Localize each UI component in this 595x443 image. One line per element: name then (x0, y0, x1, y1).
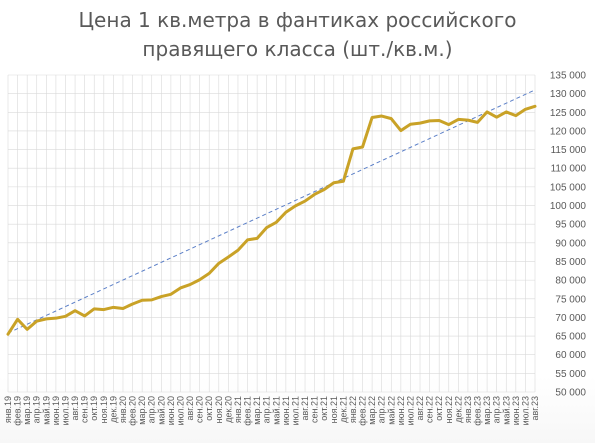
y-tick-label: 115 000 (551, 145, 587, 156)
x-tick-label: июн.19 (51, 396, 61, 425)
x-tick-label: сен.19 (80, 396, 90, 423)
y-tick-label: 50 000 (555, 388, 586, 399)
x-tick-label: окт.21 (319, 396, 329, 421)
x-tick-label: июн.20 (166, 396, 176, 425)
x-tick-label: фев.20 (128, 396, 138, 426)
y-tick-label: 105 000 (550, 182, 587, 193)
y-tick-label: 110 000 (551, 164, 587, 175)
x-tick-label: янв.23 (463, 396, 473, 423)
price-series-line (6, 104, 537, 336)
x-tick-label: сен.20 (195, 396, 205, 423)
x-tick-label: авг.19 (70, 396, 80, 420)
x-tick-label: мар.20 (137, 396, 147, 425)
x-tick-label: окт.22 (434, 396, 444, 421)
x-tick-label: авг.20 (185, 396, 195, 420)
x-tick-label: май.21 (271, 396, 281, 425)
x-tick-label: янв.19 (3, 396, 13, 423)
x-tick-label: дек.20 (223, 396, 233, 423)
y-tick-label: 65 000 (555, 332, 586, 343)
x-tick-label: мар.21 (252, 396, 262, 425)
x-tick-label: мар.19 (22, 396, 32, 425)
y-tick-label: 55 000 (555, 369, 586, 380)
x-tick-label: апр.22 (377, 396, 387, 423)
x-tick-label: ноя.19 (99, 396, 109, 423)
y-tick-label: 130 000 (550, 89, 587, 100)
x-tick-label: авг.22 (415, 396, 425, 420)
x-tick-label: июл.23 (520, 396, 530, 425)
x-tick-label: апр.23 (492, 396, 502, 423)
x-tick-label: фев.21 (243, 396, 253, 426)
x-tick-label: мар.23 (482, 396, 492, 425)
x-tick-label: окт.20 (204, 396, 214, 421)
y-tick-label: 125 000 (550, 108, 587, 119)
chart-title-line-1: Цена 1 кв.метра в фантиках российского (78, 8, 517, 32)
x-tick-label: июл.21 (290, 396, 300, 425)
x-tick-label: май.20 (156, 396, 166, 425)
x-tick-label: мар.22 (367, 396, 377, 425)
x-tick-label: май.22 (386, 396, 396, 425)
x-tick-label: янв.21 (233, 396, 243, 423)
x-tick-label: окт.19 (89, 396, 99, 421)
x-tick-label: фев.19 (13, 396, 23, 426)
x-tick-label: сен.22 (425, 396, 435, 423)
x-tick-label: июн.23 (511, 396, 521, 425)
y-tick-label: 135 000 (550, 71, 587, 82)
x-tick-label: апр.20 (147, 396, 157, 423)
x-tick-label: апр.21 (262, 396, 272, 423)
x-tick-label: дек.21 (338, 396, 348, 423)
x-tick-label: май.23 (501, 396, 511, 425)
x-tick-label: июл.19 (60, 396, 70, 425)
x-tick-label: июл.20 (175, 396, 185, 425)
y-tick-label: 85 000 (555, 257, 586, 268)
x-tick-label: авг.23 (530, 396, 540, 420)
y-tick-label: 80 000 (555, 276, 586, 287)
x-tick-label: янв.20 (118, 396, 128, 423)
x-tick-label: дек.22 (453, 396, 463, 423)
x-tick-label: фев.22 (358, 396, 368, 426)
x-tick-label: ноя.20 (214, 396, 224, 423)
x-tick-label: авг.21 (300, 396, 310, 420)
x-tick-label: янв.22 (348, 396, 358, 423)
y-tick-label: 95 000 (555, 220, 586, 231)
x-tick-label: сен.21 (310, 396, 320, 423)
x-tick-label: дек.19 (108, 396, 118, 423)
x-tick-label: июн.21 (281, 396, 291, 425)
x-tick-label: фев.23 (473, 396, 483, 426)
y-tick-label: 100 000 (550, 201, 587, 212)
trendline (7, 89, 536, 334)
x-tick-label: май.19 (41, 396, 51, 425)
x-tick-label: июн.22 (396, 396, 406, 425)
y-tick-label: 60 000 (555, 350, 586, 361)
chart-title-line-2: правящего класса (шт./кв.м.) (142, 37, 453, 61)
x-tick-label: апр.19 (32, 396, 42, 423)
x-tick-label: июл.22 (405, 396, 415, 425)
y-tick-label: 120 000 (550, 126, 587, 137)
x-tick-label: ноя.21 (329, 396, 339, 423)
y-tick-label: 90 000 (555, 238, 586, 249)
x-tick-label: ноя.22 (444, 396, 454, 423)
chart-title: Цена 1 кв.метра в фантиках российского п… (0, 6, 595, 64)
y-tick-label: 75 000 (555, 294, 586, 305)
y-tick-label: 70 000 (555, 313, 586, 324)
